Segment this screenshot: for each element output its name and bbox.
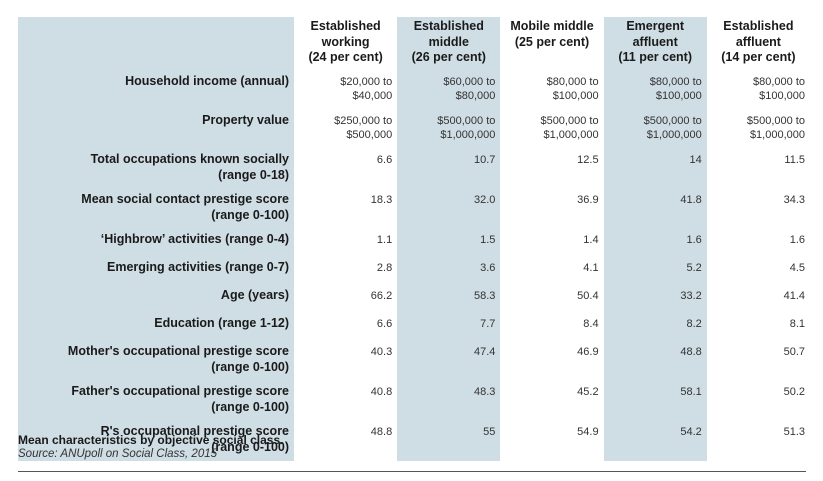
table-cell: 50.4 <box>500 285 604 313</box>
table-cell: 40.8 <box>294 381 398 421</box>
table-row: Property value $250,000 to $500,000 $500,… <box>18 110 810 149</box>
bottom-divider <box>18 471 806 472</box>
table-cell: 58.3 <box>397 285 501 313</box>
table-cell: 32.0 <box>397 189 501 229</box>
table-cell: 1.1 <box>294 229 398 257</box>
table-cell: $80,000 to $100,000 <box>603 71 707 110</box>
column-header: Emergent affluent (11 per cent) <box>603 17 707 71</box>
table-cell: 5.2 <box>603 257 707 285</box>
table-cell: $20,000 to $40,000 <box>294 71 398 110</box>
social-class-table: Established working (24 per cent) Establis… <box>18 17 810 461</box>
table-cell: 4.5 <box>706 257 810 285</box>
table-cell: 40.3 <box>294 341 398 381</box>
table-row: Education (range 1-12) 6.6 7.7 8.4 8.2 8… <box>18 313 810 341</box>
table-cell: 54.2 <box>603 421 707 461</box>
table-row: Mother's occupational prestige score (ran… <box>18 341 810 381</box>
table-cell: 58.1 <box>603 381 707 421</box>
row-label: Age (years) <box>18 285 295 313</box>
row-label: Total occupations known socially (range 0… <box>18 149 295 189</box>
table-cell: 18.3 <box>294 189 398 229</box>
table-cell: 55 <box>397 421 501 461</box>
table-row: ‘Highbrow’ activities (range 0-4) 1.1 1.… <box>18 229 810 257</box>
table-cell: $500,000 to $1,000,000 <box>500 110 604 149</box>
table-row: Mean social contact prestige score (range… <box>18 189 810 229</box>
table-cell: 41.8 <box>603 189 707 229</box>
row-label: R's occupational prestige score (range 0-… <box>18 421 295 461</box>
table-row: Total occupations known socially (range 0… <box>18 149 810 189</box>
table-cell: $60,000 to $80,000 <box>397 71 501 110</box>
row-label: Property value <box>18 110 295 149</box>
table-cell: 34.3 <box>706 189 810 229</box>
row-label: Education (range 1-12) <box>18 313 295 341</box>
table-cell: 48.8 <box>294 421 398 461</box>
social-class-table-container: Established working (24 per cent) Establis… <box>18 17 810 461</box>
column-header: Mobile middle (25 per cent) <box>500 17 604 71</box>
row-label: Emerging activities (range 0-7) <box>18 257 295 285</box>
table-cell: 48.3 <box>397 381 501 421</box>
table-cell: 54.9 <box>500 421 604 461</box>
table-cell: 12.5 <box>500 149 604 189</box>
table-cell: 8.4 <box>500 313 604 341</box>
table-cell: 33.2 <box>603 285 707 313</box>
column-header: Established middle (26 per cent) <box>397 17 501 71</box>
table-cell: 14 <box>603 149 707 189</box>
row-label: Mean social contact prestige score (range… <box>18 189 295 229</box>
table-cell: $80,000 to $100,000 <box>706 71 810 110</box>
table-cell: 48.8 <box>603 341 707 381</box>
header-row: Established working (24 per cent) Establis… <box>18 17 810 71</box>
row-label: Mother's occupational prestige score (ran… <box>18 341 295 381</box>
table-cell: 8.1 <box>706 313 810 341</box>
table-source: Source: ANUpoll on Social Class, 2015 <box>18 448 218 460</box>
table-cell: $500,000 to $1,000,000 <box>603 110 707 149</box>
table-row: Household income (annual) $20,000 to $40,… <box>18 71 810 110</box>
table-cell: 4.1 <box>500 257 604 285</box>
table-cell: 10.7 <box>397 149 501 189</box>
table-caption: Mean characteristics by objective social… <box>18 433 284 447</box>
table-cell: 3.6 <box>397 257 501 285</box>
table-row: R's occupational prestige score (range 0-… <box>18 421 810 461</box>
table-cell: 1.5 <box>397 229 501 257</box>
row-label: Father's occupational prestige score (ran… <box>18 381 295 421</box>
table-cell: 36.9 <box>500 189 604 229</box>
table-cell: $500,000 to $1,000,000 <box>706 110 810 149</box>
column-header: Established affluent (14 per cent) <box>706 17 810 71</box>
table-row: Father's occupational prestige score (ran… <box>18 381 810 421</box>
table-cell: 46.9 <box>500 341 604 381</box>
table-row: Emerging activities (range 0-7) 2.8 3.6 … <box>18 257 810 285</box>
table-cell: 2.8 <box>294 257 398 285</box>
header-corner <box>18 17 295 71</box>
table-cell: 7.7 <box>397 313 501 341</box>
table-cell: $250,000 to $500,000 <box>294 110 398 149</box>
table-cell: 45.2 <box>500 381 604 421</box>
row-label: Household income (annual) <box>18 71 295 110</box>
table-cell: 50.7 <box>706 341 810 381</box>
table-cell: 41.4 <box>706 285 810 313</box>
table-cell: 51.3 <box>706 421 810 461</box>
row-label: ‘Highbrow’ activities (range 0-4) <box>18 229 295 257</box>
table-cell: 1.6 <box>603 229 707 257</box>
table-cell: 6.6 <box>294 149 398 189</box>
table-cell: 47.4 <box>397 341 501 381</box>
table-cell: 8.2 <box>603 313 707 341</box>
column-header: Established working (24 per cent) <box>294 17 398 71</box>
table-row: Age (years) 66.2 58.3 50.4 33.2 41.4 <box>18 285 810 313</box>
table-cell: 1.6 <box>706 229 810 257</box>
table-cell: 50.2 <box>706 381 810 421</box>
table-cell: $80,000 to $100,000 <box>500 71 604 110</box>
table-cell: 1.4 <box>500 229 604 257</box>
table-cell: 66.2 <box>294 285 398 313</box>
table-cell: 6.6 <box>294 313 398 341</box>
table-cell: 11.5 <box>706 149 810 189</box>
table-cell: $500,000 to $1,000,000 <box>397 110 501 149</box>
